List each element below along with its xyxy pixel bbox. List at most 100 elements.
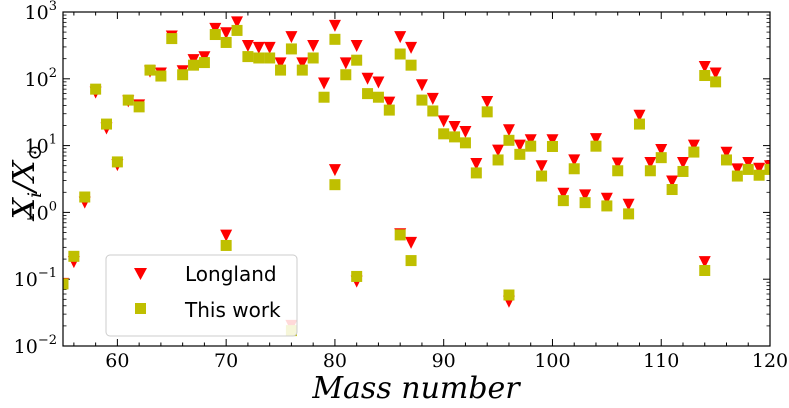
this-work-point <box>666 184 678 196</box>
y-tick-label: 100 <box>25 199 57 224</box>
this-work-point <box>166 33 178 45</box>
this-work-point <box>699 264 711 276</box>
longland-point <box>296 57 309 70</box>
this-work-point <box>633 118 645 130</box>
longland-point <box>241 39 254 52</box>
this-work-point <box>340 69 352 81</box>
x-tick-label: 120 <box>752 350 788 372</box>
this-work-point <box>427 105 439 117</box>
this-work-point <box>220 36 232 48</box>
this-work-point <box>503 289 515 301</box>
legend-marker-longland <box>134 268 147 280</box>
this-work-point <box>253 52 265 64</box>
longland-point <box>546 134 559 147</box>
longland-point <box>535 160 548 173</box>
this-work-point <box>612 165 624 177</box>
legend-label-this-work: This work <box>184 298 281 322</box>
y-tick-label: 101 <box>25 133 57 158</box>
longland-point <box>328 164 341 177</box>
this-work-point <box>318 91 330 103</box>
this-work-point <box>503 134 515 146</box>
x-tick-label: 110 <box>643 350 679 372</box>
svg-text:Xi/X⊙: Xi/X⊙ <box>7 145 46 222</box>
longland-point <box>666 175 679 188</box>
longland-point <box>328 19 341 32</box>
longland-point <box>383 96 396 109</box>
legend-box <box>105 254 298 337</box>
longland-point <box>731 163 744 176</box>
this-work-point <box>155 70 167 82</box>
longland-point <box>622 198 635 211</box>
this-work-point <box>372 91 384 103</box>
longland-point <box>492 144 505 157</box>
longland-point <box>633 109 646 122</box>
y-tick-label: 10−2 <box>14 333 57 358</box>
longland-point <box>502 124 515 137</box>
this-work-point <box>731 170 743 182</box>
this-work-point <box>459 137 471 149</box>
this-work-point <box>198 57 210 69</box>
this-work-point <box>296 64 308 76</box>
this-work-point <box>68 250 80 262</box>
this-work-point <box>111 156 123 168</box>
this-work-point <box>753 169 765 181</box>
this-work-point <box>144 64 156 76</box>
longland-point <box>339 57 352 70</box>
longland-point <box>720 146 733 159</box>
this-work-point <box>285 43 297 55</box>
this-work-point <box>514 148 526 160</box>
longland-point <box>687 139 700 152</box>
longland-point <box>568 154 581 167</box>
longland-point <box>415 79 428 92</box>
this-work-point <box>470 167 482 179</box>
y-tick-label: 10−1 <box>14 266 57 291</box>
longland-point <box>361 72 374 85</box>
this-work-point <box>492 154 504 166</box>
longland-point <box>655 143 668 156</box>
this-work-point <box>438 128 450 140</box>
this-work-point <box>405 255 417 267</box>
this-work-point <box>351 54 363 66</box>
this-work-point <box>644 165 656 177</box>
longland-point <box>307 39 320 52</box>
this-work-point <box>525 140 537 152</box>
this-work-point <box>449 131 461 143</box>
this-work-point <box>329 33 341 45</box>
longland-point <box>220 27 233 40</box>
legend-marker-this-work <box>135 303 146 314</box>
this-work-point <box>63 278 69 290</box>
this-work-point <box>416 94 428 106</box>
longland-point <box>600 192 613 205</box>
longland-point <box>557 187 570 200</box>
this-work-point <box>699 70 711 82</box>
tick-labels: 60 70 80 90 100 110 120 10−2 10−1 100 101 102 103 <box>14 0 788 372</box>
this-work-point <box>329 179 341 191</box>
this-work-point <box>568 163 580 175</box>
longland-point <box>231 16 244 29</box>
longland-point <box>698 256 711 269</box>
longland-point <box>405 236 418 249</box>
this-work-point <box>481 106 493 118</box>
this-work-point <box>209 29 221 41</box>
longland-point <box>676 156 689 169</box>
this-work-point <box>405 59 417 71</box>
longland-point <box>209 22 222 35</box>
this-work-point <box>601 200 613 212</box>
this-work-point <box>264 52 276 64</box>
longland-point <box>285 31 298 44</box>
longland-point <box>372 76 385 89</box>
longland-point <box>318 77 331 90</box>
this-work-point <box>383 104 395 116</box>
longland-point <box>459 125 472 138</box>
this-work-point <box>655 152 667 164</box>
longland-point <box>448 120 461 133</box>
longland-point <box>274 57 287 70</box>
legend-label-longland: Longland <box>185 262 277 286</box>
longland-point <box>426 92 439 105</box>
this-work-point <box>590 140 602 152</box>
longland-point <box>437 115 450 128</box>
longland-point <box>220 229 233 242</box>
this-work-point <box>79 191 91 203</box>
x-tick-label: 60 <box>105 350 129 372</box>
